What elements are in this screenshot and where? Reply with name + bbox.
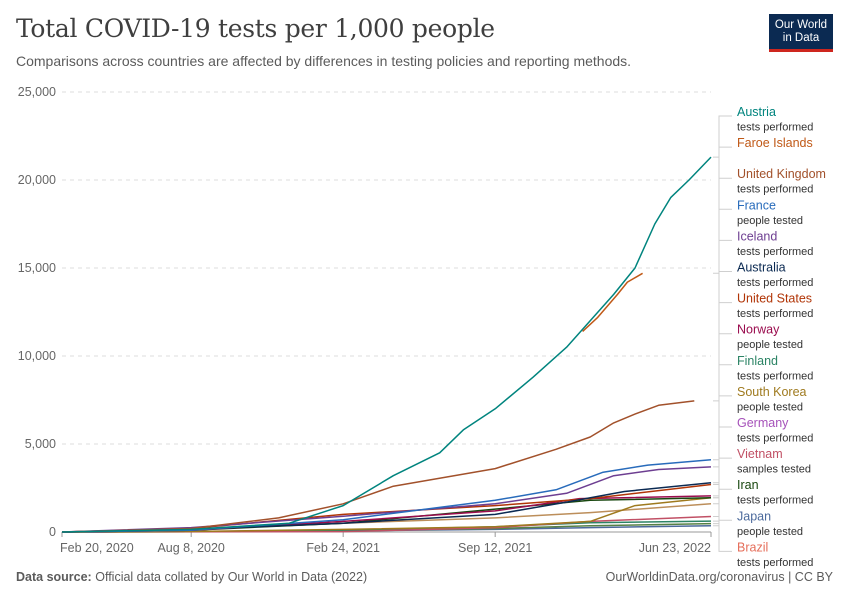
series-line-vietnam[interactable] (61, 515, 712, 533)
x-tick-label: Jun 23, 2022 (639, 541, 711, 555)
series-line-austria[interactable] (61, 156, 712, 533)
legend-label-south-korea[interactable]: South Korea (737, 385, 807, 399)
y-tick-label: 5,000 (25, 437, 56, 451)
legend-unit: tests performed (737, 246, 813, 258)
x-tick-label: Feb 20, 2020 (60, 541, 134, 555)
legend-connector (713, 208, 732, 461)
x-tick-label: Aug 8, 2020 (157, 541, 224, 555)
x-axis: Feb 20, 2020 Aug 8, 2020 Feb 24, 2021 Sep 1… (60, 532, 712, 555)
data-source: Data source: Official data collated by O… (16, 570, 367, 584)
y-axis: 0 5,000 10,000 15,000 20,000 25,000 (18, 85, 56, 539)
legend-connector (713, 302, 732, 485)
series-line-south-korea[interactable] (61, 496, 712, 533)
logo-line-1: Our World (774, 18, 828, 31)
y-tick-label: 0 (49, 525, 56, 539)
legend-label-iceland[interactable]: Iceland (737, 229, 777, 243)
legend-connector (713, 364, 732, 499)
data-source-label: Data source: (16, 570, 92, 584)
footer-link[interactable]: OurWorldinData.org/coronavirus | CC BY (605, 570, 833, 584)
gridlines (62, 91, 711, 533)
legend-connector (713, 146, 732, 274)
chart-subtitle: Comparisons across countries are affecte… (16, 53, 632, 69)
legend-label-united-kingdom[interactable]: United Kingdom (737, 167, 826, 181)
legend-unit: people tested (737, 339, 803, 351)
legend-label-united-states[interactable]: United States (737, 292, 812, 306)
legend-connector (713, 519, 732, 525)
chart-title: Total COVID-19 tests per 1,000 people (16, 14, 495, 43)
logo-line-2: in Data (782, 31, 820, 44)
legend-label-vietnam[interactable]: Vietnam (737, 447, 783, 461)
legend-unit: tests performed (737, 557, 813, 569)
owid-logo[interactable]: Our World in Data (769, 14, 833, 52)
legend-connector (713, 525, 732, 552)
legend-label-australia[interactable]: Australia (737, 261, 786, 275)
legend-connector (713, 115, 732, 158)
legend-connector (713, 457, 732, 517)
legend-unit: people tested (737, 215, 803, 227)
legend-unit: tests performed (737, 495, 813, 507)
legend-label-france[interactable]: France (737, 198, 776, 212)
legend-unit: tests performed (737, 370, 813, 382)
legend-label-austria[interactable]: Austria (737, 105, 776, 119)
legend-unit: tests performed (737, 308, 813, 320)
legend-unit: people tested (737, 401, 803, 413)
legend-unit: tests performed (737, 122, 813, 134)
legend: Austria tests performed Faroe Islands Unite… (713, 105, 826, 569)
legend-unit: people tested (737, 526, 803, 538)
legend-label-iran[interactable]: Iran (737, 478, 759, 492)
y-tick-label: 15,000 (18, 261, 56, 275)
series-line-faroe-islands[interactable] (582, 272, 643, 332)
data-source-text[interactable]: Official data collated by Our World in D… (95, 570, 368, 584)
legend-label-norway[interactable]: Norway (737, 323, 780, 337)
legend-connector (713, 177, 732, 402)
y-tick-label: 25,000 (18, 85, 56, 99)
legend-label-germany[interactable]: Germany (737, 416, 789, 430)
legend-label-brazil[interactable]: Brazil (737, 540, 768, 554)
y-tick-label: 20,000 (18, 173, 56, 187)
legend-label-finland[interactable]: Finland (737, 354, 778, 368)
series-line-australia[interactable] (61, 481, 712, 533)
series-lines (61, 156, 712, 533)
y-tick-label: 10,000 (18, 349, 56, 363)
legend-label-japan[interactable]: Japan (737, 509, 771, 523)
legend-connector (713, 333, 732, 497)
legend-unit: samples tested (737, 464, 811, 476)
legend-label-faroe-islands[interactable]: Faroe Islands (737, 136, 813, 150)
x-tick-label: Feb 24, 2021 (306, 541, 380, 555)
legend-connector (713, 426, 732, 505)
series-line-united-kingdom[interactable] (61, 400, 695, 533)
legend-connector (713, 239, 732, 468)
legend-unit: tests performed (737, 433, 813, 445)
legend-unit: tests performed (737, 277, 813, 289)
x-tick-label: Sep 12, 2021 (458, 541, 532, 555)
legend-connector (713, 271, 732, 484)
legend-unit: tests performed (737, 184, 813, 196)
legend-connector (713, 488, 732, 522)
